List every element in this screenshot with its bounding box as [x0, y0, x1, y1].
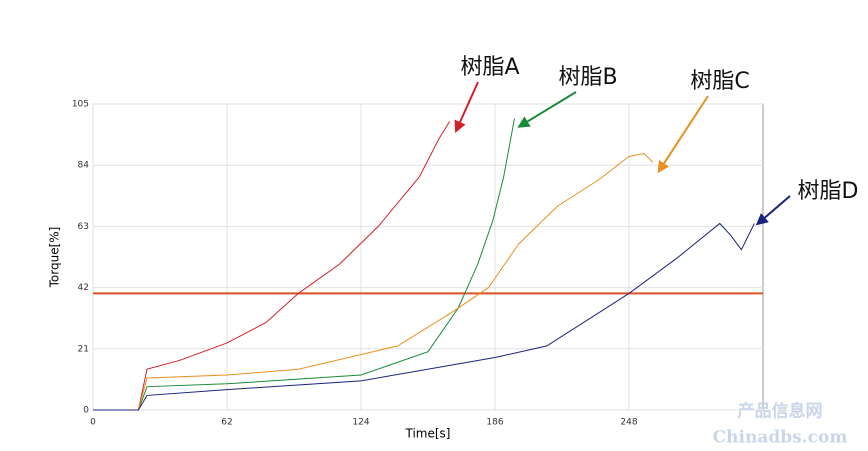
series-line — [93, 121, 451, 411]
annotation-arrow — [517, 91, 577, 128]
y-tick-label: 42 — [78, 283, 89, 293]
annotation-arrow — [657, 95, 709, 174]
y-tick-label: 63 — [78, 222, 89, 232]
y-axis-label: Torque[%] — [48, 227, 62, 289]
y-tick-label: 0 — [83, 406, 89, 416]
y-tick-label: 21 — [78, 344, 89, 354]
legend-label: 树脂D — [798, 179, 859, 204]
legend-label: 树脂B — [558, 65, 617, 90]
legend-label: 树脂A — [460, 55, 519, 80]
y-tick-label: 105 — [72, 100, 89, 110]
x-tick-label: 186 — [486, 418, 503, 428]
x-tick-label: 62 — [221, 418, 232, 428]
x-tick-label: 0 — [90, 418, 96, 428]
plot-area — [92, 103, 764, 411]
legend-label: 树脂C — [690, 69, 749, 94]
series-line — [93, 118, 515, 411]
annotation-arrow — [454, 81, 479, 133]
x-axis-label: Time[s] — [405, 427, 451, 441]
annotation-arrow — [755, 195, 791, 226]
x-tick-label: 248 — [620, 418, 637, 428]
x-tick-label: 124 — [352, 418, 369, 428]
watermark: 产品信息网 — [738, 401, 823, 422]
series-line — [93, 222, 755, 411]
watermark: Chinadbs.com — [713, 428, 848, 448]
y-tick-label: 84 — [78, 161, 90, 171]
series-line — [93, 153, 654, 411]
